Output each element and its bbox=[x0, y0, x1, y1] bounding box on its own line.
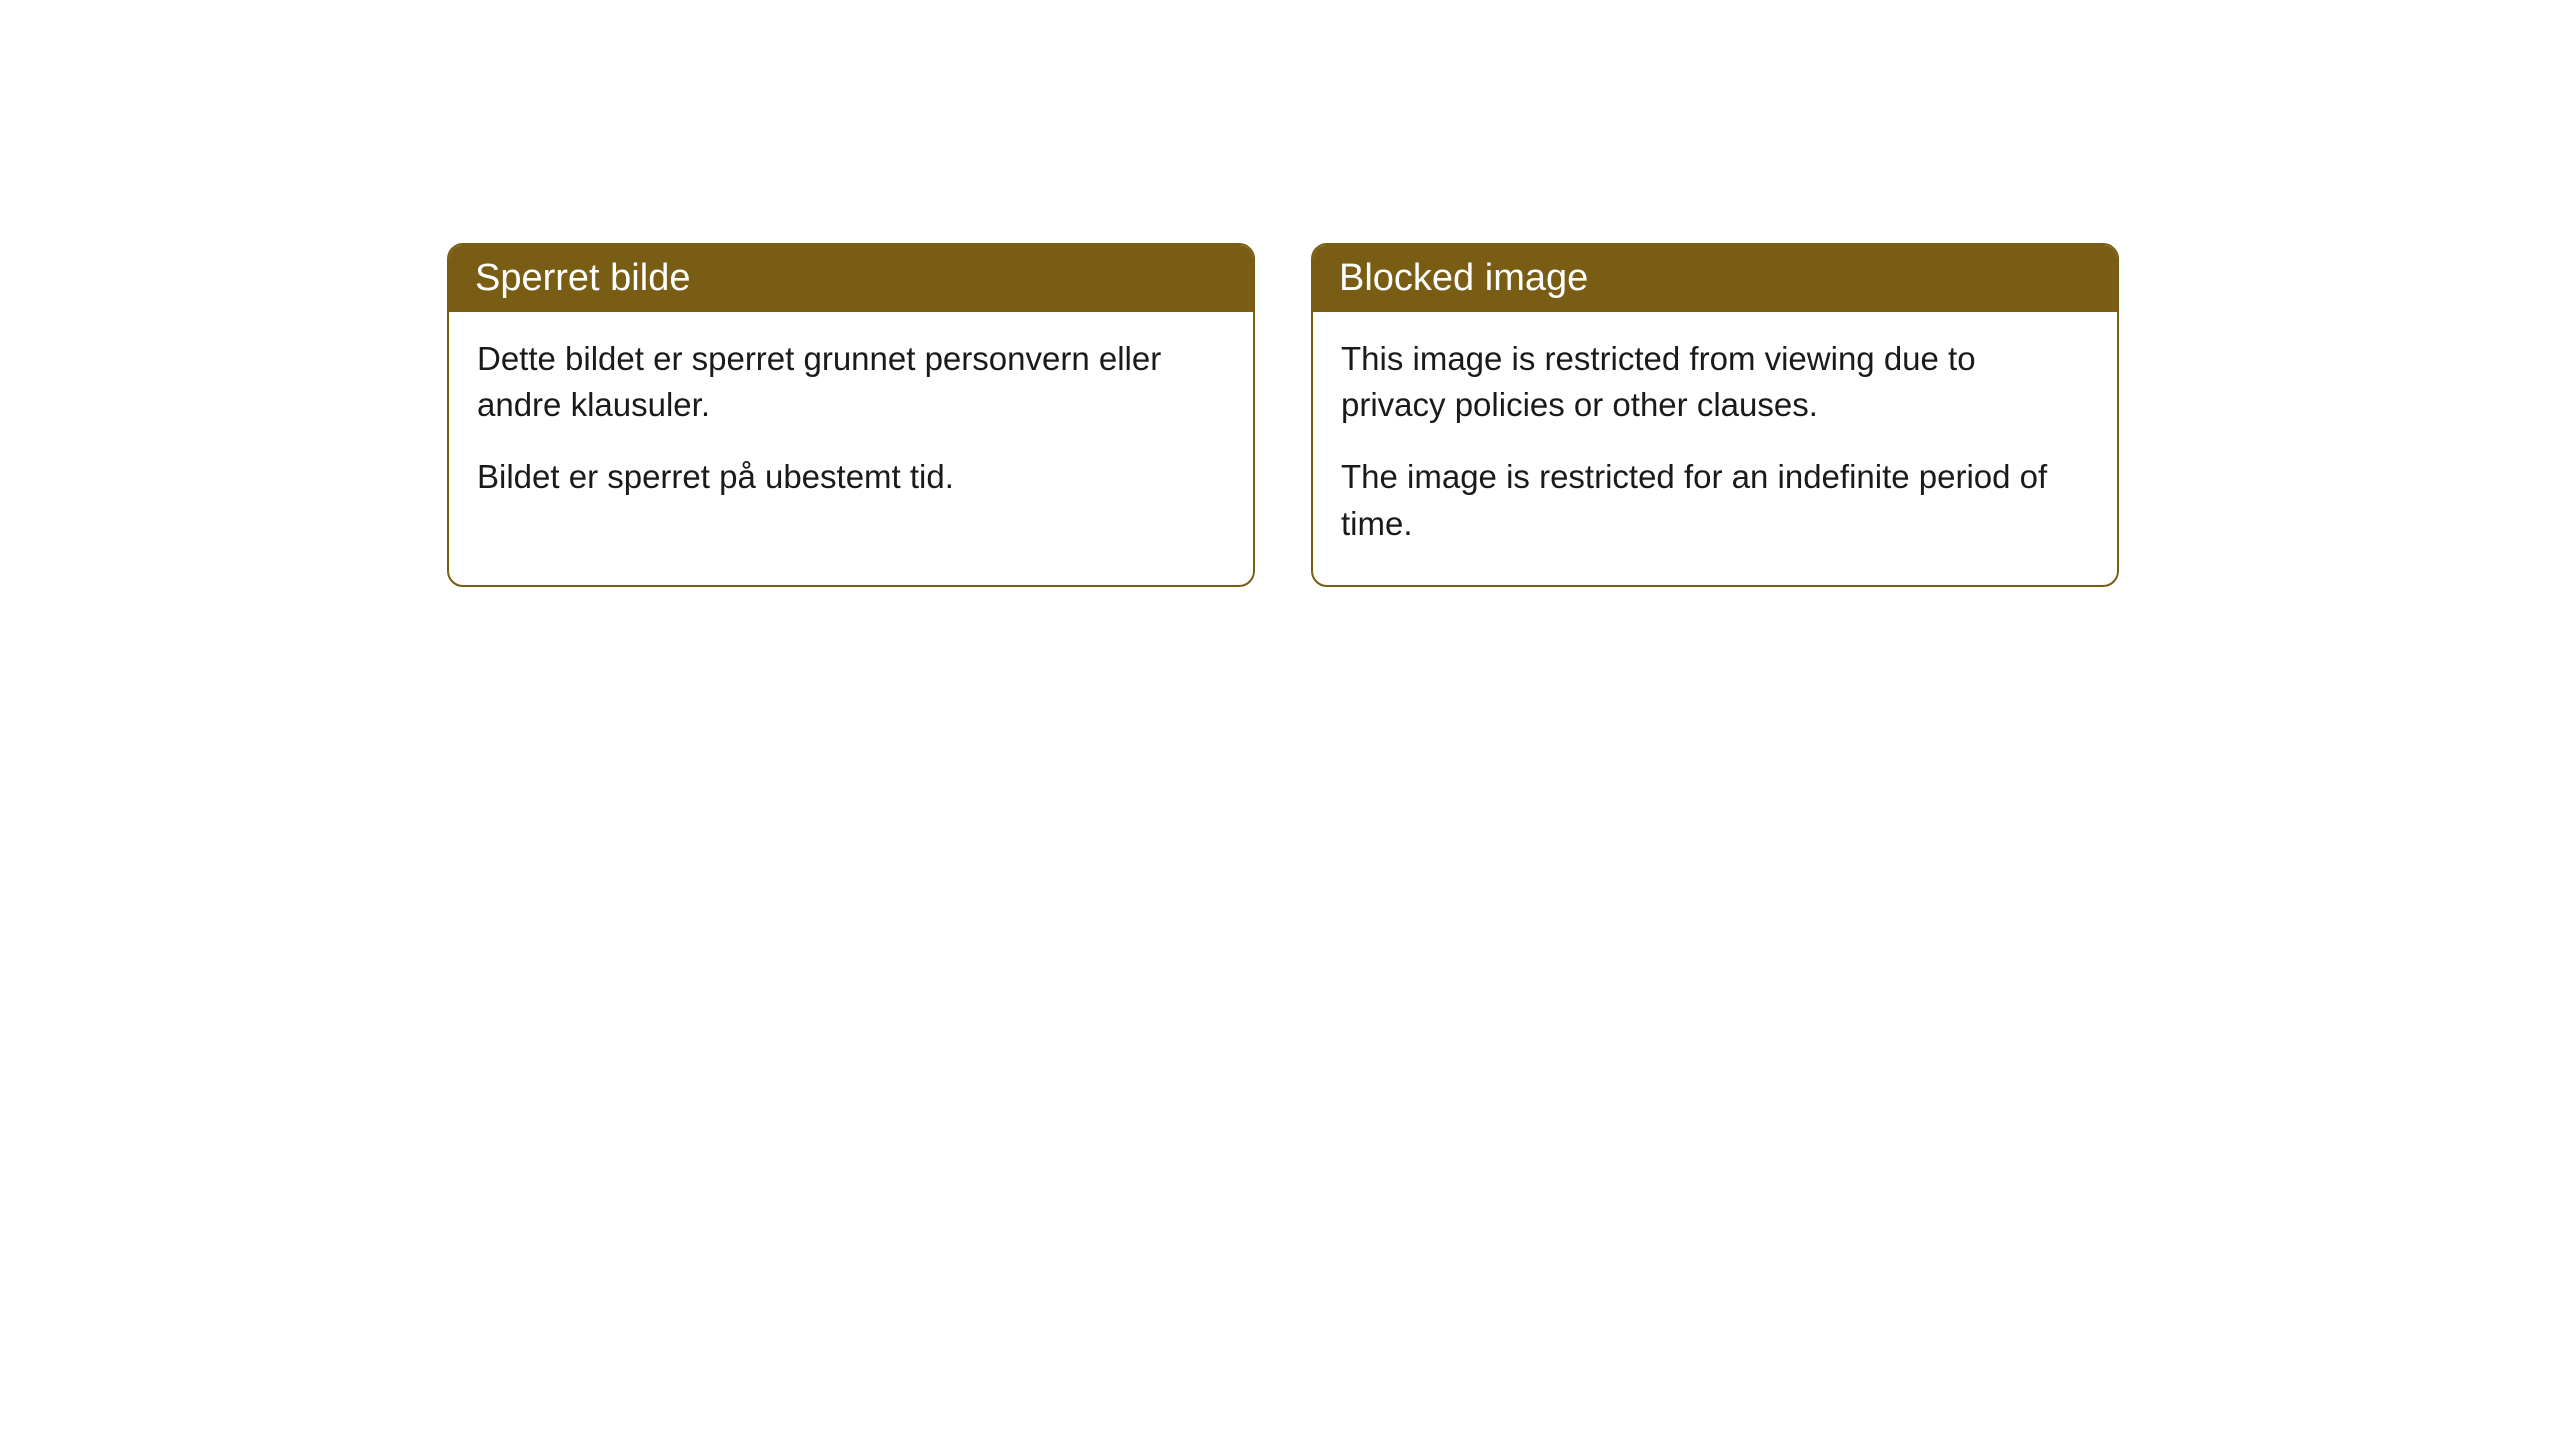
card-title: Sperret bilde bbox=[475, 257, 690, 299]
card-paragraph-2: The image is restricted for an indefinit… bbox=[1341, 454, 2089, 546]
card-title: Blocked image bbox=[1339, 257, 1588, 299]
card-header-norwegian: Sperret bilde bbox=[449, 245, 1253, 312]
blocked-image-card-english: Blocked image This image is restricted f… bbox=[1311, 243, 2119, 587]
message-cards-container: Sperret bilde Dette bildet er sperret gr… bbox=[447, 243, 2119, 587]
card-paragraph-1: This image is restricted from viewing du… bbox=[1341, 336, 2089, 428]
blocked-image-card-norwegian: Sperret bilde Dette bildet er sperret gr… bbox=[447, 243, 1255, 587]
card-body-norwegian: Dette bildet er sperret grunnet personve… bbox=[449, 312, 1253, 539]
card-paragraph-2: Bildet er sperret på ubestemt tid. bbox=[477, 454, 1225, 500]
card-paragraph-1: Dette bildet er sperret grunnet personve… bbox=[477, 336, 1225, 428]
card-body-english: This image is restricted from viewing du… bbox=[1313, 312, 2117, 585]
card-header-english: Blocked image bbox=[1313, 245, 2117, 312]
